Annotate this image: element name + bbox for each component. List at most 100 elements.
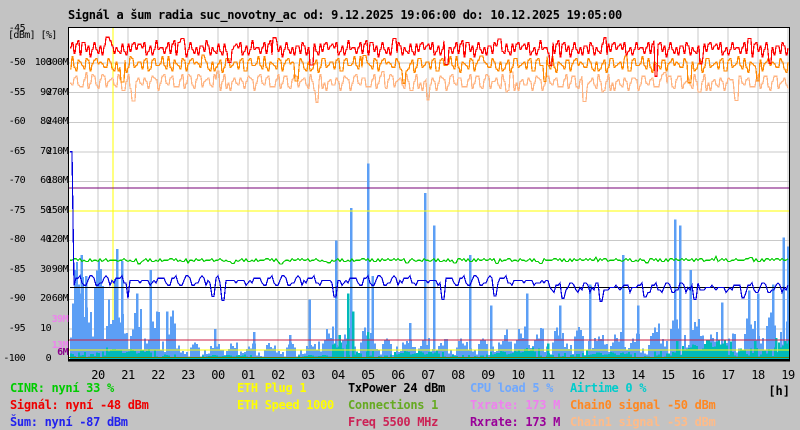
cpu-load-bar: [390, 343, 392, 361]
airtime-bar: [670, 355, 672, 361]
airtime-bar: [562, 356, 564, 361]
cpu-load-bar: [574, 336, 576, 361]
cpu-load-bar: [88, 322, 90, 361]
cpu-load-bar: [318, 341, 320, 361]
cpu-load-bar: [354, 346, 356, 361]
cpu-load-bar: [412, 347, 414, 361]
cpu-load-bar: [106, 325, 108, 361]
cpu-load-spike: [782, 237, 785, 361]
cpu-load-spike: [308, 299, 311, 361]
cpu-load-bar: [672, 320, 674, 361]
cinr-line: [70, 254, 789, 265]
cpu-load-bar: [482, 338, 484, 361]
airtime-bar: [436, 350, 438, 361]
airtime-bar: [586, 349, 588, 361]
legend-item-chain0-signal: Chain0 signal -50 dBm: [570, 398, 716, 412]
cpu-load-bar: [520, 333, 522, 361]
cpu-load-bar: [554, 331, 556, 361]
airtime-bar: [150, 352, 152, 361]
x-tick-hour: 23: [181, 368, 195, 382]
airtime-bar: [666, 353, 668, 361]
signál-line: [70, 36, 789, 77]
airtime-bar: [102, 351, 104, 361]
airtime-bar: [318, 356, 320, 361]
cpu-load-spike: [757, 293, 760, 361]
airtime-bar: [596, 352, 598, 361]
cpu-load-bar: [448, 353, 450, 361]
airtime-bar: [554, 356, 556, 361]
cpu-load-bar: [540, 328, 542, 361]
cpu-load-spike: [589, 284, 592, 361]
x-tick-hour: 14: [631, 368, 645, 382]
airtime-bar: [80, 355, 82, 361]
airtime-bar: [132, 349, 134, 361]
cpu-load-spike: [367, 163, 370, 361]
airtime-bar: [726, 345, 728, 361]
airtime-bar: [428, 351, 430, 361]
cpu-load-bar: [156, 311, 158, 361]
cpu-load-bar: [362, 331, 364, 361]
airtime-bar: [362, 356, 364, 361]
cpu-load-bar: [684, 334, 686, 361]
cpu-load-bar: [192, 344, 194, 361]
cpu-load-bar: [456, 347, 458, 361]
airtime-bar: [690, 347, 692, 361]
legend-item-eth-speed: ETH Speed 1000: [237, 398, 334, 412]
airtime-bar: [116, 349, 118, 361]
airtime-bar: [642, 356, 644, 361]
legend-item-signal-current: Signál: nyní -48 dBm: [10, 398, 149, 412]
airtime-bar: [382, 357, 384, 361]
airtime-bar: [372, 351, 374, 361]
cpu-load-bar: [114, 278, 116, 361]
y-tick-rate: 180M: [46, 175, 68, 187]
cpu-load-bar: [170, 316, 172, 361]
cpu-load-bar: [364, 327, 366, 361]
cpu-load-bar: [228, 348, 230, 361]
airtime-bar: [356, 351, 358, 361]
cpu-load-bar: [426, 344, 428, 361]
cpu-load-bar: [754, 320, 756, 361]
cpu-load-bar: [744, 333, 746, 361]
airtime-bar: [782, 345, 784, 361]
x-tick-hour: 15: [661, 368, 675, 382]
cpu-load-bar: [652, 333, 654, 361]
cpu-load-bar: [598, 336, 600, 361]
airtime-bar: [476, 356, 478, 361]
cpu-load-bar: [752, 329, 754, 361]
cpu-load-bar: [568, 349, 570, 361]
airtime-bar: [524, 348, 526, 361]
airtime-bar: [416, 352, 418, 361]
airtime-bar: [772, 356, 774, 361]
airtime-bar: [522, 352, 524, 361]
airtime-bar: [118, 349, 120, 361]
airtime-bar: [732, 351, 734, 361]
airtime-bar: [306, 355, 308, 361]
cpu-load-bar: [232, 346, 234, 361]
cpu-load-bar: [332, 326, 334, 361]
airtime-spike: [547, 343, 550, 361]
airtime-bar: [434, 352, 436, 361]
legend-item-cinr-current: CINR: nyní 33 %: [10, 381, 114, 395]
airtime-bar: [444, 356, 446, 361]
airtime-bar: [330, 356, 332, 361]
cpu-load-bar: [94, 287, 96, 361]
y-tick-pct: 100: [34, 57, 52, 69]
cpu-load-spike: [409, 323, 412, 361]
airtime-bar: [432, 353, 434, 361]
y-tick-pct: 30: [40, 263, 51, 275]
cpu-load-bar: [278, 351, 280, 361]
cpu-load-bar: [658, 323, 660, 361]
airtime-bar: [684, 350, 686, 361]
cpu-load-spike: [637, 305, 640, 361]
airtime-bar: [720, 344, 722, 361]
cpu-load-bar: [306, 345, 308, 361]
cpu-load-bar: [204, 349, 206, 361]
cpu-load-spike: [214, 328, 217, 361]
airtime-bar: [98, 353, 100, 361]
airtime-bar: [106, 347, 108, 361]
y-tick-dbm: -75: [8, 204, 26, 216]
cpu-load-bar: [732, 333, 734, 361]
x-tick-hour: 21: [121, 368, 135, 382]
cpu-load-bar: [126, 332, 128, 361]
